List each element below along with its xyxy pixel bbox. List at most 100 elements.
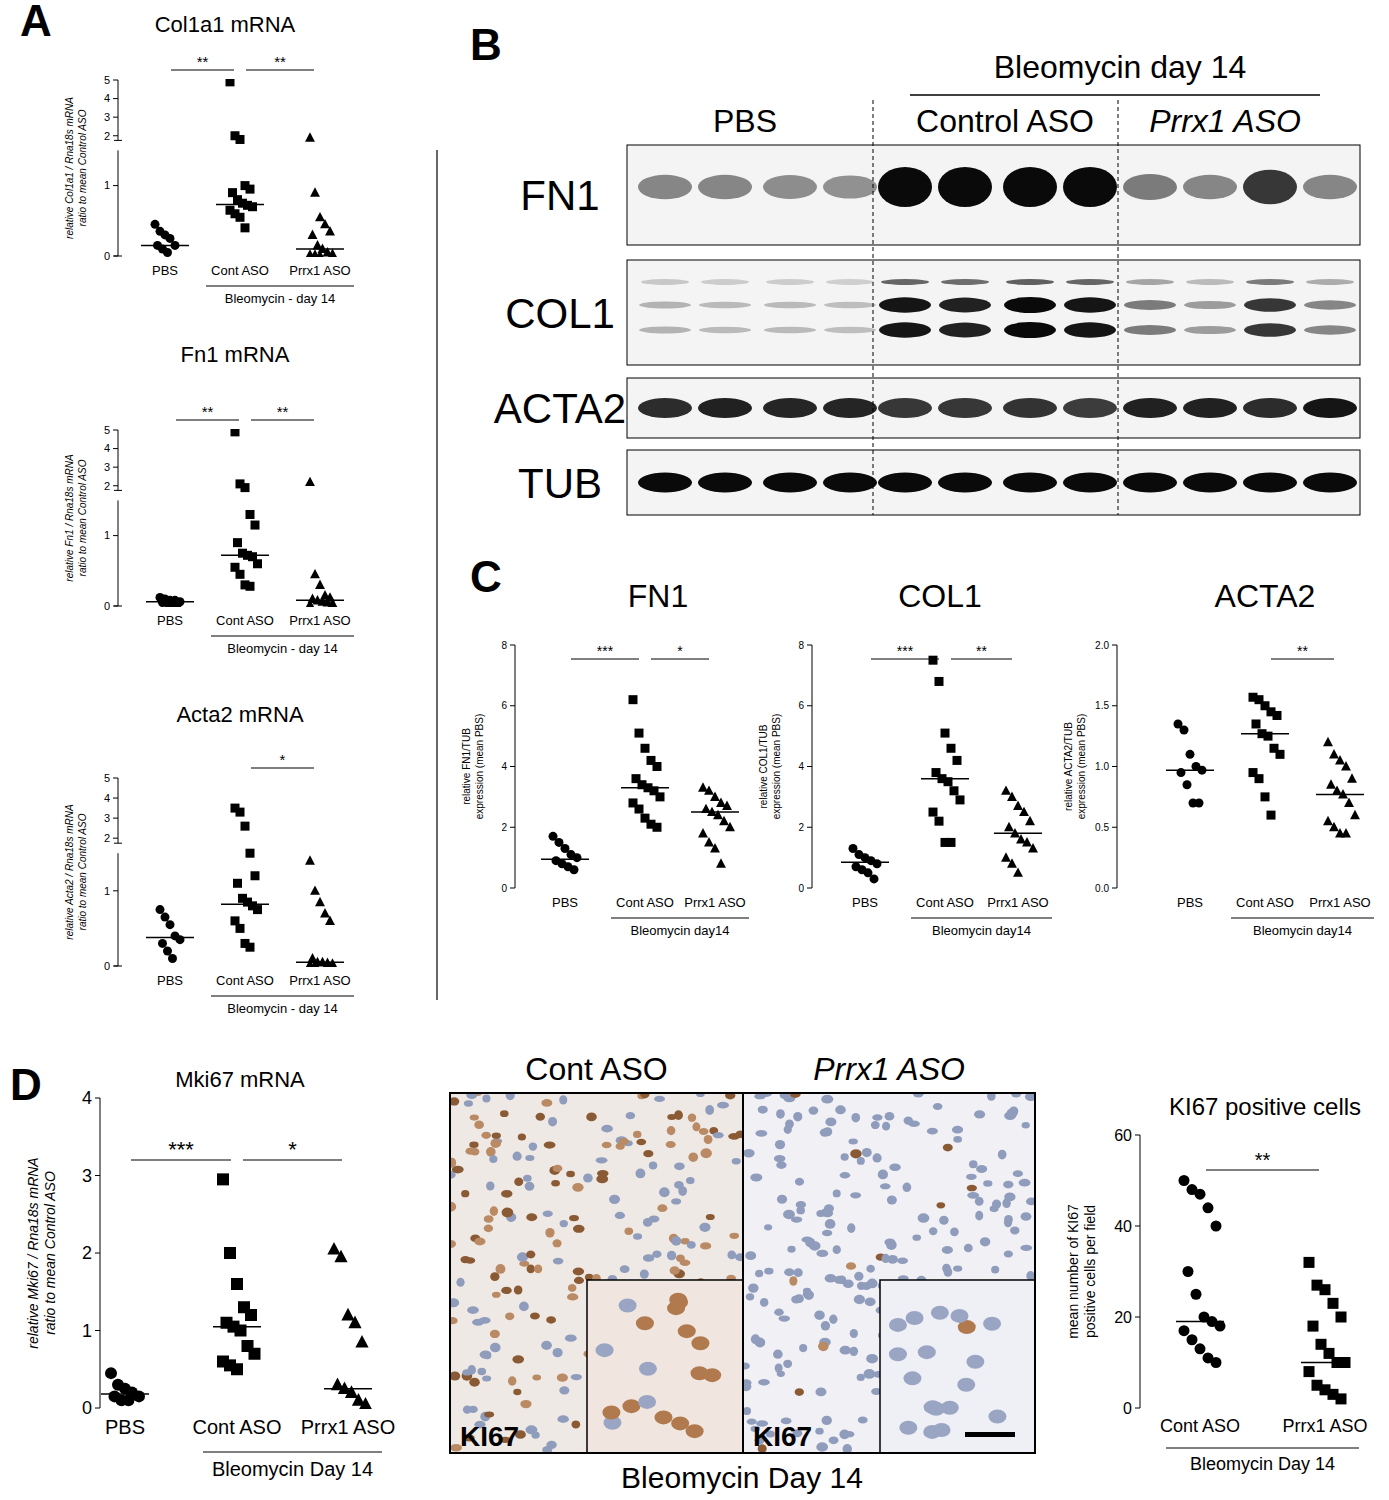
data-point bbox=[241, 822, 250, 831]
data-point bbox=[246, 582, 255, 591]
y-axis-label: relative ACTA2/TUB bbox=[1063, 722, 1074, 811]
data-point bbox=[704, 837, 714, 846]
cell-nucleus bbox=[775, 1140, 785, 1149]
dot-plot: Acta2 mRNA012345relative Acta2 / Rna18s … bbox=[64, 702, 354, 1016]
cell-nucleus bbox=[857, 1374, 865, 1381]
cell-nucleus bbox=[820, 1129, 830, 1137]
data-point bbox=[241, 223, 250, 232]
cell-nucleus bbox=[933, 1423, 951, 1437]
axis-break bbox=[114, 256, 122, 257]
y-tick bbox=[510, 645, 515, 646]
median-line bbox=[324, 1388, 372, 1390]
cell-nucleus bbox=[548, 1117, 557, 1127]
data-point bbox=[1261, 792, 1270, 801]
data-point bbox=[1187, 1334, 1198, 1345]
dot-plot: Fn1 mRNA012345relative Fn1 / Rna18s mRNA… bbox=[64, 342, 354, 656]
y-tick bbox=[95, 1330, 100, 1331]
cell-nucleus bbox=[825, 1219, 836, 1229]
cell-nucleus bbox=[490, 1343, 501, 1352]
axis-break bbox=[114, 140, 122, 141]
data-point bbox=[224, 1247, 236, 1259]
cell-nucleus bbox=[505, 1312, 514, 1320]
cell-nucleus bbox=[833, 1190, 841, 1198]
dot-plot: ACTA20.00.51.01.52.0relative ACTA2/TUBex… bbox=[1063, 578, 1374, 938]
cell-nucleus bbox=[1021, 1212, 1032, 1221]
marks bbox=[101, 1173, 372, 1409]
cell-nucleus bbox=[543, 1211, 553, 1217]
median-line bbox=[541, 858, 589, 860]
median-line bbox=[296, 961, 344, 963]
cell-nucleus bbox=[670, 1266, 680, 1275]
cell-nucleus bbox=[727, 1251, 736, 1260]
cell-nucleus bbox=[850, 1329, 858, 1338]
y-tick bbox=[1112, 645, 1117, 646]
cell-nucleus bbox=[804, 1290, 814, 1300]
group-label: Bleomycin - day 14 bbox=[227, 1001, 338, 1016]
cell-nucleus bbox=[990, 1206, 999, 1213]
blot-band bbox=[766, 279, 814, 285]
median-line bbox=[691, 811, 739, 813]
cell-nucleus bbox=[851, 1113, 860, 1123]
blot-band bbox=[698, 398, 752, 418]
divider bbox=[436, 150, 437, 1000]
blot-band bbox=[938, 398, 992, 418]
cell-nucleus bbox=[523, 1175, 532, 1182]
y-tick-label: 5 bbox=[104, 424, 110, 436]
category-label: Prrx1 ASO bbox=[301, 1416, 395, 1438]
cell-nucleus bbox=[490, 1206, 498, 1216]
data-point bbox=[1186, 750, 1195, 759]
data-point bbox=[305, 132, 315, 141]
y-tick bbox=[95, 1175, 100, 1176]
y-axis bbox=[118, 150, 119, 256]
category-label: Cont ASO bbox=[1236, 895, 1294, 910]
blot-band bbox=[699, 302, 751, 309]
panel-letter: C bbox=[470, 552, 502, 601]
data-point bbox=[236, 570, 245, 579]
blot-band bbox=[1244, 298, 1296, 312]
cell-nucleus bbox=[461, 1190, 469, 1197]
category-label: PBS bbox=[105, 1416, 145, 1438]
blot-header: Bleomycin day 14 bbox=[994, 49, 1247, 85]
significance-label: *** bbox=[168, 1137, 194, 1162]
dot-plot: FN102468relative FN1/TUBexpression (mean… bbox=[461, 578, 749, 938]
cell-nucleus bbox=[490, 1272, 499, 1281]
category-label: PBS bbox=[552, 895, 578, 910]
y-tick bbox=[1112, 827, 1117, 828]
chart-title: Acta2 mRNA bbox=[176, 702, 303, 727]
blot-band bbox=[1123, 398, 1177, 418]
chart-title: KI67 positive cells bbox=[1169, 1093, 1361, 1120]
cell-nucleus bbox=[815, 1388, 826, 1397]
group-bracket bbox=[206, 286, 354, 287]
cell-nucleus bbox=[1025, 1093, 1035, 1101]
cell-nucleus bbox=[941, 1401, 959, 1415]
cell-nucleus bbox=[885, 1238, 896, 1246]
chart-title: ACTA2 bbox=[1215, 578, 1316, 614]
data-point bbox=[355, 1335, 368, 1348]
y-tick bbox=[113, 98, 118, 99]
cell-nucleus bbox=[671, 1198, 681, 1204]
cell-nucleus bbox=[639, 1362, 657, 1376]
cell-nucleus bbox=[500, 1110, 509, 1117]
y-tick-label: 0 bbox=[82, 1398, 92, 1418]
category-label: PBS bbox=[152, 263, 178, 278]
blot-row-label: COL1 bbox=[505, 290, 615, 337]
y-tick bbox=[113, 798, 118, 799]
median-line bbox=[296, 248, 344, 250]
y-tick-label: 3 bbox=[82, 1166, 92, 1186]
cell-nucleus bbox=[732, 1158, 741, 1164]
cell-nucleus bbox=[889, 1164, 900, 1172]
y-tick-label: 4 bbox=[501, 761, 507, 772]
dot-plot: Mki67 mRNA01234relative Mki67 / Rna18s m… bbox=[25, 1067, 395, 1480]
cell-nucleus bbox=[887, 1195, 897, 1204]
group-label: Bleomycin day14 bbox=[631, 923, 730, 938]
cell-nucleus bbox=[776, 1161, 786, 1169]
blot-band bbox=[879, 297, 931, 312]
cell-nucleus bbox=[640, 1270, 649, 1279]
cell-nucleus bbox=[633, 1131, 641, 1138]
cell-nucleus bbox=[501, 1190, 512, 1198]
y-axis bbox=[1140, 1135, 1141, 1408]
cell-nucleus bbox=[871, 1121, 880, 1129]
cell-nucleus bbox=[583, 1173, 593, 1182]
blot-band bbox=[698, 473, 752, 493]
cell-nucleus bbox=[814, 1310, 824, 1319]
